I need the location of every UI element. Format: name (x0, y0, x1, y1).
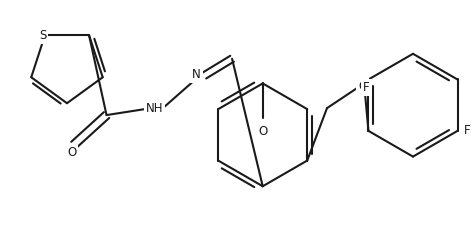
Text: O: O (67, 146, 76, 159)
Text: O: O (258, 125, 267, 138)
Text: F: F (362, 81, 369, 94)
Text: N: N (192, 68, 200, 81)
Text: S: S (39, 29, 47, 42)
Text: O: O (357, 80, 367, 93)
Text: F: F (463, 124, 470, 137)
Text: NH: NH (146, 102, 163, 115)
